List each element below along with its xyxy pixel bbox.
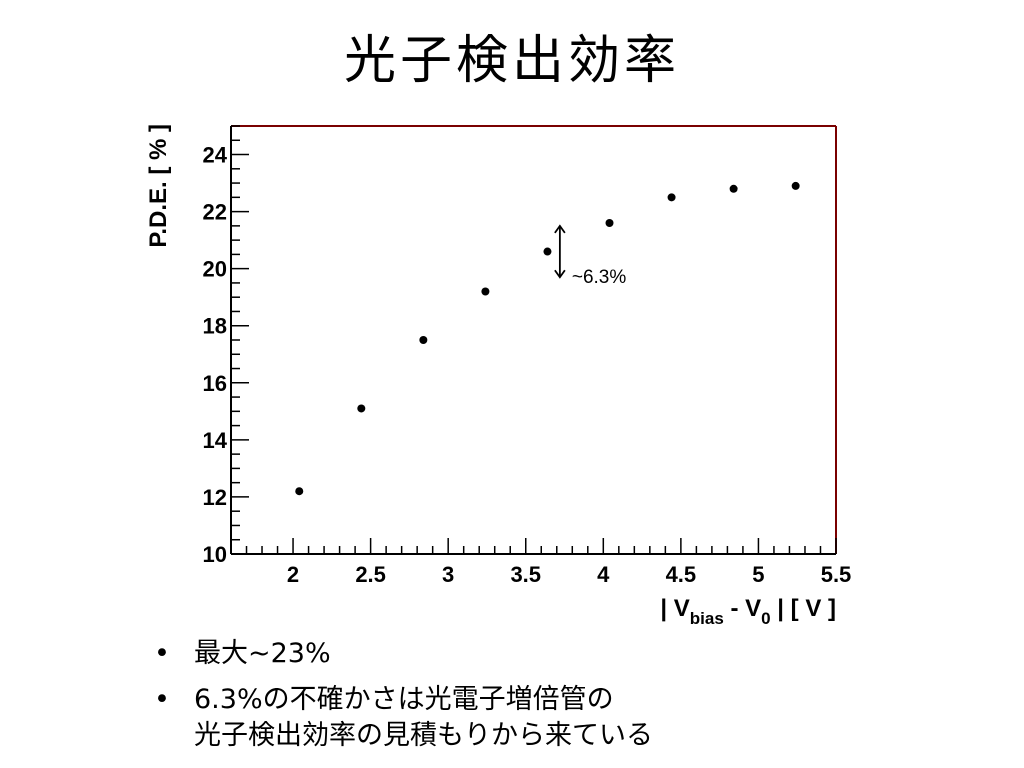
- x-tick-label: 2.5: [355, 562, 386, 587]
- y-tick-label: 10: [203, 542, 227, 567]
- x-tick-label: 3: [442, 562, 454, 587]
- y-tick-label: 24: [203, 143, 228, 168]
- data-point: [357, 404, 366, 413]
- y-tick-label: 14: [203, 428, 228, 453]
- x-tick-label: 5.5: [821, 562, 852, 587]
- slide-title: 光子検出効率: [343, 31, 680, 91]
- x-tick-label: 2: [287, 562, 299, 587]
- bullet-text-line-1: 6.3%の不確かさは光電子増倍管の: [194, 684, 614, 715]
- bullet-marker: •: [154, 684, 170, 715]
- y-axis-label: P.D.E. [ % ]: [145, 124, 172, 248]
- data-point: [667, 193, 676, 202]
- data-point: [481, 287, 490, 296]
- uncertainty-annotation-label: ~6.3%: [572, 267, 627, 288]
- data-point: [729, 184, 738, 193]
- bullet-item-uncertainty: • 6.3%の不確かさは光電子増倍管の 光子検出効率の見積もりから来ている: [150, 682, 990, 754]
- x-tick-label: 3.5: [510, 562, 541, 587]
- bullet-marker: •: [154, 638, 170, 669]
- data-point: [295, 487, 304, 496]
- x-tick-label: 5: [752, 562, 764, 587]
- y-tick-label: 20: [203, 257, 227, 282]
- bullet-text-line-2: 光子検出効率の見積もりから来ている: [194, 720, 653, 751]
- pde-chart: ~6.3% 2 2.5 3 3.5 4 4.5 5 5.5 10 12 14 16 18 20 22 24 P.…: [145, 124, 852, 628]
- bullet-item-max: • 最大~23%: [150, 636, 990, 672]
- data-point: [605, 219, 614, 228]
- y-tick-label: 18: [203, 314, 227, 339]
- x-tick-label: 4: [597, 562, 610, 587]
- uncertainty-arrow-head-bottom: [554, 269, 566, 279]
- y-tick-label: 16: [203, 371, 227, 396]
- data-point: [543, 247, 552, 256]
- bullet-text: 最大~23%: [194, 638, 331, 669]
- y-tick-label: 22: [203, 200, 227, 225]
- uncertainty-arrow-head-top: [554, 224, 566, 234]
- data-point: [419, 336, 428, 344]
- bullet-list: • 最大~23% • 6.3%の不確かさは光電子増倍管の 光子検出効率の見積もり…: [150, 636, 990, 764]
- x-axis-label: | Vbias - V0 | [ V ]: [660, 595, 836, 628]
- y-tick-label: 12: [203, 485, 227, 510]
- x-tick-label: 4.5: [666, 562, 697, 587]
- data-point: [791, 181, 800, 190]
